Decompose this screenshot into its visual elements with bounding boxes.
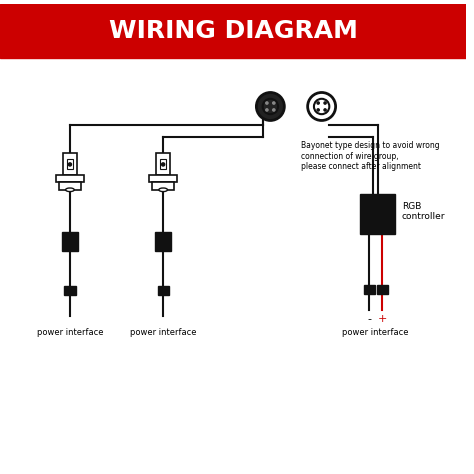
Bar [149,175,177,182]
Bar [59,182,81,190]
Circle shape [317,109,319,111]
Ellipse shape [159,188,167,191]
Bar [63,153,77,175]
Bar [156,153,170,175]
Circle shape [266,109,268,111]
Circle shape [256,92,284,120]
Circle shape [324,102,326,104]
Circle shape [308,92,336,120]
Bar [67,159,73,169]
Circle shape [317,102,319,104]
Bar [160,159,166,169]
Text: -: - [367,314,371,324]
Circle shape [263,99,278,114]
Circle shape [162,163,165,166]
Bar [377,285,388,294]
Bar [360,194,395,234]
Bar [62,232,78,251]
Circle shape [273,102,275,104]
Text: WIRING DIAGRAM: WIRING DIAGRAM [109,19,357,43]
Circle shape [68,163,72,166]
Bar [152,182,174,190]
Bar [157,286,169,295]
Text: Bayonet type design to avoid wrong
connection of wire group,
please connect afte: Bayonet type design to avoid wrong conne… [301,141,439,171]
Text: RGB
controller: RGB controller [402,201,445,221]
Circle shape [324,109,326,111]
Ellipse shape [65,188,74,191]
Bar [64,286,75,295]
Circle shape [314,99,329,114]
Text: power interface: power interface [342,328,409,337]
Bar [364,285,375,294]
Text: power interface: power interface [36,328,103,337]
Text: +: + [377,314,387,324]
Bar [0,4,466,57]
Circle shape [266,102,268,104]
Circle shape [273,109,275,111]
Text: power interface: power interface [130,328,196,337]
Bar [56,175,84,182]
Bar [155,232,171,251]
